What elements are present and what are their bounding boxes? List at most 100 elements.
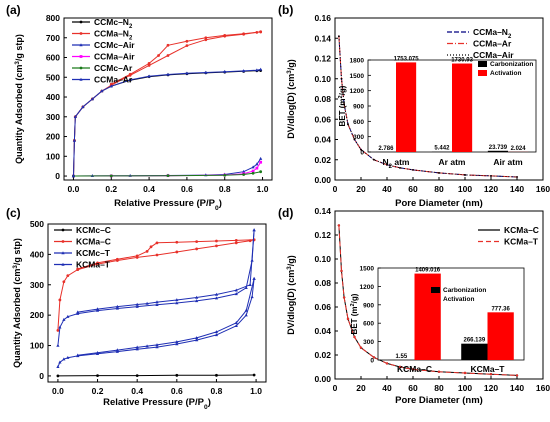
legend-entry: KCMa–C [504, 225, 539, 235]
y-tick-label: 500 [30, 219, 44, 229]
data-point [95, 307, 100, 311]
data-point [252, 276, 256, 280]
data-point [255, 162, 259, 166]
inset-y-tick-label: 600 [353, 119, 364, 126]
adsorption-line [73, 68, 261, 177]
y-tick-label: 0.04 [314, 135, 331, 145]
data-point [204, 70, 208, 74]
bar-value-label: 1409.016 [415, 268, 441, 274]
series-6 [71, 67, 263, 178]
y-tick-label: 0.10 [314, 74, 331, 84]
y-tick-label: 500 [46, 72, 60, 82]
data-point [73, 114, 77, 118]
data-point [244, 308, 248, 312]
x-tick-label: 120 [484, 184, 498, 194]
legend-marker [79, 55, 83, 58]
data-point [145, 301, 149, 305]
y-tick-label: 0.08 [314, 94, 331, 104]
data-point [195, 240, 199, 244]
inset-legend-entry: Carbonization [490, 61, 533, 68]
data-point [96, 374, 99, 378]
x-tick-label: 40 [382, 184, 392, 194]
legend-marker [61, 262, 65, 266]
panel-label: (d) [278, 206, 293, 220]
data-point [56, 365, 60, 369]
data-point [155, 300, 159, 304]
data-point [166, 72, 170, 76]
data-point [234, 241, 238, 245]
x-tick-label: 100 [458, 383, 472, 393]
legend-entry: CCMa–Ar [94, 75, 133, 85]
y-axis-label: DV/dlog(D) (cm3/g) [286, 59, 297, 139]
y-tick-label: 0 [55, 171, 60, 181]
data-point [372, 356, 376, 359]
data-point [115, 306, 119, 310]
data-point [109, 84, 113, 88]
inset-legend-swatch [431, 287, 440, 293]
bar-value-label: 2.786 [378, 146, 394, 152]
inset-y-tick-label: 300 [353, 134, 364, 141]
data-point [215, 239, 218, 243]
legend-entry: CCMa–Air [94, 52, 135, 62]
adsorption-line [57, 374, 255, 377]
x-tick-label: 140 [510, 184, 524, 194]
data-point [353, 138, 356, 141]
y-tick-label: 0.14 [314, 206, 331, 216]
data-point [385, 362, 389, 365]
legend-marker [79, 66, 83, 70]
inset-y-axis-label: BET (m2/g) [350, 293, 359, 334]
series-1 [56, 373, 256, 378]
chart-panel-2: (b) 0 20 40 60 80 100 120 140 160 0.00 0.02 0.04 0.06… [278, 3, 550, 209]
legend-entry: CCMa–N2 [473, 27, 512, 40]
series-2 [337, 224, 519, 377]
data-point [259, 30, 263, 34]
legend-marker [79, 77, 83, 81]
legend-marker [79, 20, 83, 24]
data-point [135, 374, 139, 378]
y-tick-label: 200 [30, 310, 44, 320]
legend-entry: KCMc–C [76, 225, 111, 235]
inset-y-tick-label: 1800 [350, 58, 365, 65]
data-point [337, 224, 341, 227]
data-point [58, 298, 62, 302]
x-tick-label: 60 [408, 184, 418, 194]
legend-entry: KCMa–C [76, 237, 111, 247]
x-axis-label: Pore Diameter (nm) [395, 198, 483, 209]
legend-marker [61, 228, 65, 232]
x-tick-label: 140 [510, 383, 524, 393]
data-point [214, 296, 219, 300]
legend-entry: CCMa–Ar [473, 39, 512, 49]
inset-y-tick-label: 1200 [350, 88, 365, 95]
data-point [185, 44, 189, 48]
data-point [242, 32, 246, 36]
data-point [175, 298, 179, 302]
data-point [340, 269, 343, 273]
data-point [234, 288, 238, 292]
data-point [76, 353, 80, 357]
y-tick-label: 300 [46, 112, 60, 122]
y-tick-label: 0.08 [314, 278, 331, 288]
data-point [115, 349, 119, 353]
data-point [149, 245, 153, 249]
data-point [62, 317, 66, 321]
y-axis-label: Quantity Adsorbed (cm3/g stp) [14, 34, 25, 164]
legend: KCMa–C KCMa–T [478, 225, 539, 247]
y-axis-label: Quantity Adsorbed (cm3/g stp) [12, 238, 23, 368]
data-point [214, 330, 219, 334]
data-point [109, 82, 113, 86]
x-tick-label: 0.4 [131, 386, 143, 396]
data-point [100, 89, 104, 93]
adsorption-line [73, 161, 262, 177]
inset-legend-swatch [478, 61, 487, 67]
x-tick-label: 0.0 [52, 386, 64, 396]
data-point [248, 282, 252, 286]
y-tick-label: 0.10 [314, 254, 331, 264]
inset-y-tick-label: 1500 [350, 73, 365, 80]
x-tick-label: 1.0 [250, 386, 262, 396]
data-point [242, 173, 246, 176]
bar-value-label: 266.139 [464, 338, 486, 344]
plot-frame [47, 223, 267, 383]
data-point [204, 38, 208, 42]
data-point [234, 323, 238, 327]
